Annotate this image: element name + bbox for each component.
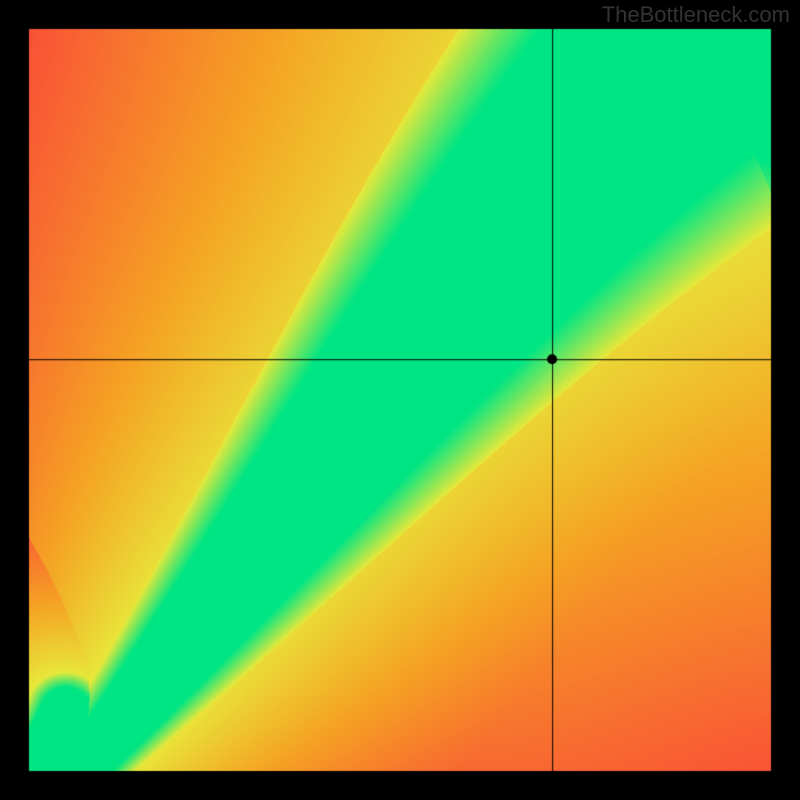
watermark-text: TheBottleneck.com	[602, 2, 790, 28]
bottleneck-heatmap-chart: TheBottleneck.com	[0, 0, 800, 800]
heatmap-canvas	[0, 0, 800, 800]
